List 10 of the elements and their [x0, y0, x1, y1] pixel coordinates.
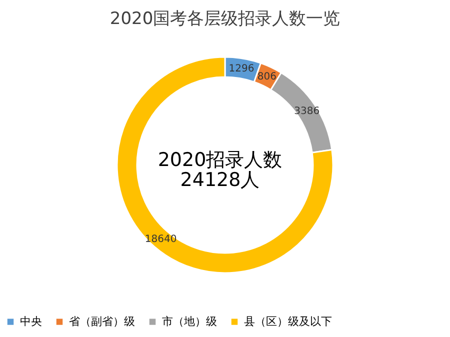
legend-label: 中央: [20, 314, 42, 328]
text: 24128人: [180, 169, 260, 191]
legend-label: 市（地）级: [162, 314, 217, 328]
data-label: 806: [257, 71, 277, 82]
legend-label: 省（副省）级: [69, 314, 135, 328]
legend-label: 县（区）级及以下: [244, 314, 332, 328]
text: 2020招录人数: [158, 149, 282, 171]
chart-title: 2020国考各层级招录人数一览: [110, 9, 340, 29]
donut-slice: [116, 56, 334, 274]
data-label: 1296: [228, 63, 254, 74]
